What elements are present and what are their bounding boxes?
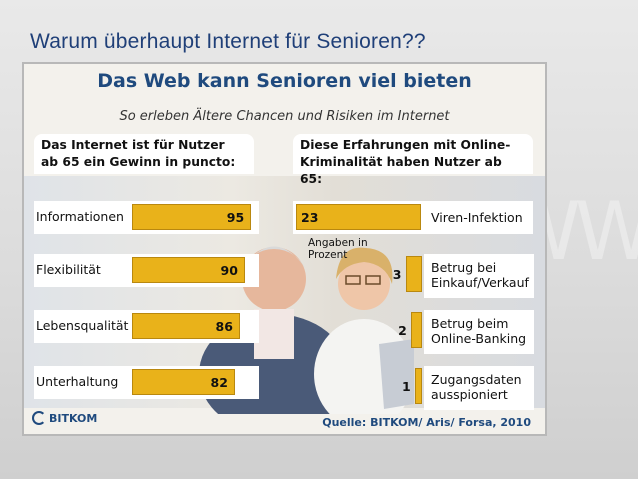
unit-note-line2: Prozent [308,249,348,261]
left-chart-value-label: 95 [226,210,245,225]
right-chart-category-line2: ausspioniert [431,387,508,402]
right-chart-value-label: 23 [301,210,319,225]
left-chart-value-label: 90 [220,263,238,278]
right-chart-bar [405,256,422,292]
right-chart-category-line1: Viren-Infektion [431,210,523,225]
right-chart-category-label: Zugangsdaten ausspioniert [431,372,522,402]
left-chart-title: Das Internet ist für Nutzer ab 65 ein Ge… [34,134,254,174]
right-chart-value-label: 3 [392,267,402,282]
left-chart-title-line2: ab 65 ein Gewinn in puncto: [41,155,236,169]
right-chart-bar [415,368,422,404]
left-chart-category-label: Unterhaltung [36,374,119,389]
infographic-subtitle: So erleben Ältere Chancen und Risiken im… [119,109,450,124]
right-chart-category-line2: Online-Banking [431,331,527,346]
right-chart-category-label: Viren-Infektion [431,210,523,225]
right-chart-category-label: Betrug bei Einkauf/Verkauf [431,260,529,290]
left-chart-category-label: Informationen [36,209,124,224]
right-chart-bar [296,204,421,230]
right-chart-title-line1: Diese Erfahrungen mit Online- [300,138,511,152]
right-chart-value-label: 2 [398,323,407,338]
right-chart-category-label: Betrug beim Online-Banking [431,316,526,346]
right-chart-title: Diese Erfahrungen mit Online- Kriminalit… [293,134,533,186]
right-chart-row [424,366,534,410]
slide-title: Warum überhaupt Internet für Senioren?? [30,30,426,53]
unit-note: Angaben in Prozent [308,237,368,261]
infographic-title: Das Web kann Senioren viel bieten [97,70,472,92]
left-chart-bar [132,313,240,339]
right-chart-category-line2: Einkauf/Verkauf [431,275,529,290]
right-chart-bar [411,312,422,348]
left-chart-bar [132,204,251,230]
bitkom-logo-icon [32,411,46,425]
left-chart-bar [132,369,235,395]
left-chart-value-label: 82 [210,375,228,390]
unit-note-line1: Angaben in [308,237,368,249]
right-chart-category-line1: Zugangsdaten [431,372,522,387]
right-chart-row [424,310,534,354]
right-chart-category-line1: Betrug bei [431,260,497,275]
right-chart-row [424,254,534,298]
bitkom-logo-text: BITKOM [49,411,98,425]
left-chart-value-label: 86 [215,319,233,334]
right-chart-value-label: 1 [402,379,411,394]
left-chart-category-label: Lebensqualität [36,318,129,333]
left-chart-bar [132,257,245,283]
right-chart-title-line2: Kriminalität haben Nutzer ab 65: [300,155,502,186]
infographic: Das Web kann Senioren viel bieten So erl… [22,62,547,436]
source-note: Quelle: BITKOM/ Aris/ Forsa, 2010 [322,416,531,429]
left-chart-category-label: Flexibilität [36,262,101,277]
bitkom-logo: BITKOM [32,411,97,425]
left-chart-title-line1: Das Internet ist für Nutzer [41,138,225,152]
right-chart-category-line1: Betrug beim [431,316,509,331]
